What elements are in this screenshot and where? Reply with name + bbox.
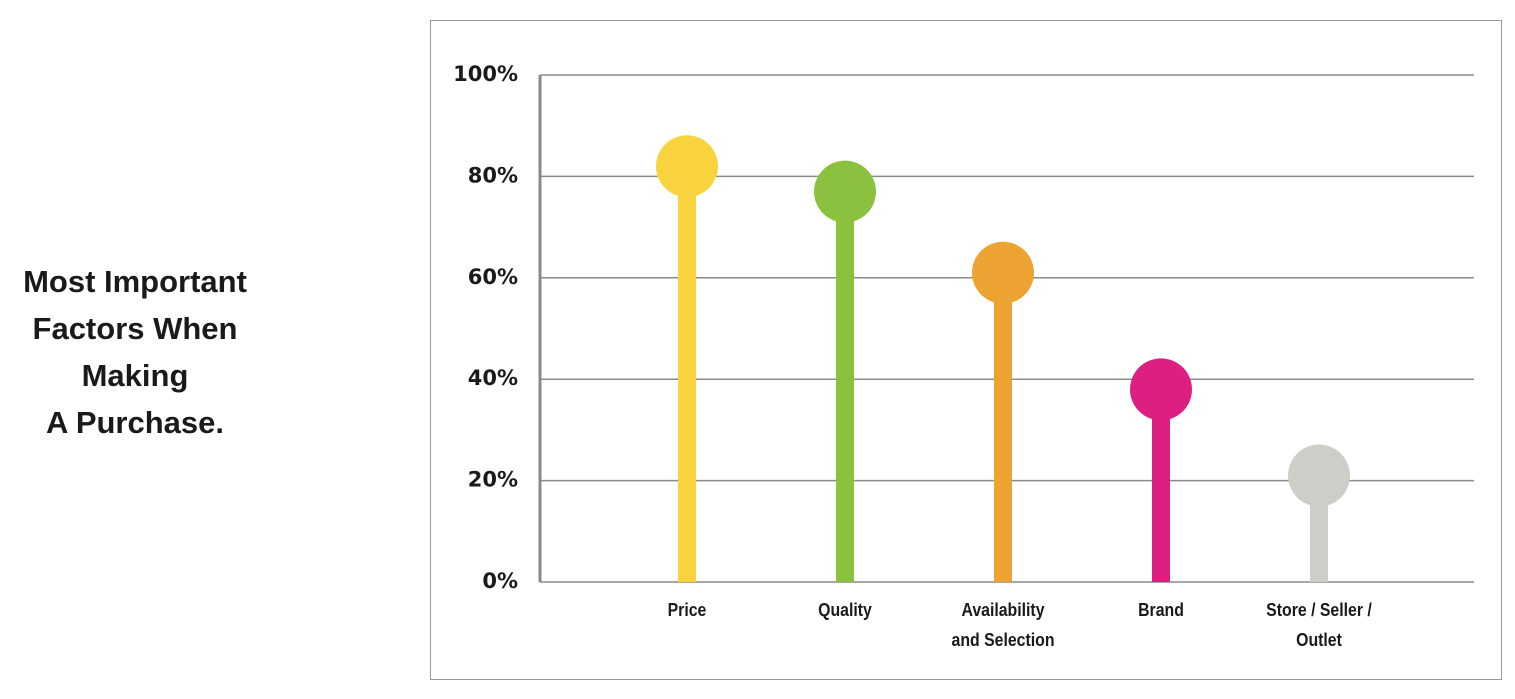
lollipop-stem	[836, 191, 854, 583]
lollipop-head	[1288, 444, 1350, 507]
x-tick-label: Price	[667, 600, 707, 620]
lollipop-head	[1130, 358, 1192, 421]
lollipop-stem	[994, 272, 1012, 582]
lollipop-head	[656, 135, 718, 198]
y-tick-label: 0%	[482, 569, 518, 593]
x-tick-label: Store / Seller / Outlet	[1266, 600, 1372, 650]
x-tick-label: Availability and Selection	[951, 600, 1055, 650]
title-line: A Purchase.	[45, 405, 225, 440]
lollipop-head	[814, 160, 876, 223]
y-tick-label: 100%	[453, 62, 518, 86]
x-tick-label: Quality	[818, 600, 872, 620]
title-line: Most Important	[23, 264, 247, 299]
chart-frame	[430, 20, 1502, 680]
title-line: Factors When	[32, 311, 238, 346]
chart-title: Most Important Factors When Making A Purcha…	[0, 258, 270, 446]
y-tick-label: 80%	[468, 163, 518, 187]
lollipop-head	[972, 241, 1034, 304]
lollipop-stem	[678, 166, 696, 582]
y-tick-label: 60%	[468, 265, 518, 289]
y-tick-label: 40%	[468, 366, 518, 390]
lollipop-stem	[1152, 389, 1170, 582]
y-tick-label: 20%	[468, 468, 518, 492]
title-line: Making	[81, 358, 189, 393]
x-tick-label: Brand	[1138, 600, 1184, 620]
